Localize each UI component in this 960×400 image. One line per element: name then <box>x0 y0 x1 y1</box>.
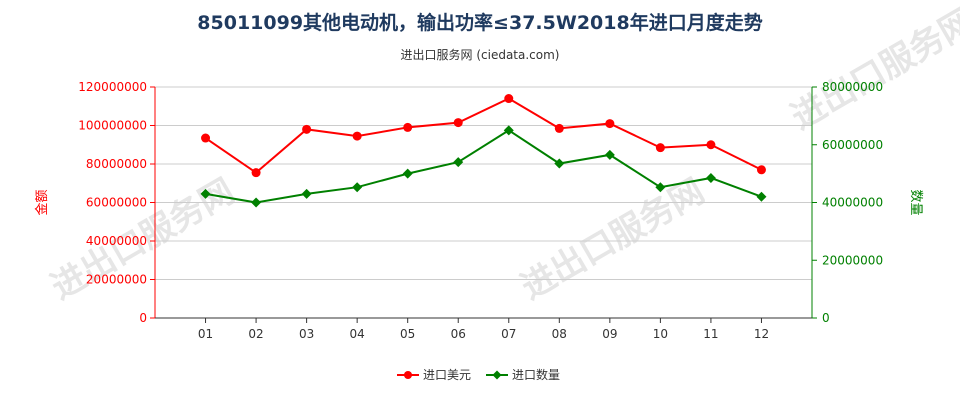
x-tick-label: 02 <box>248 327 263 341</box>
x-tick-label: 05 <box>400 327 415 341</box>
y-right-tick-label: 40000000 <box>822 196 883 210</box>
y-left-tick-label: 40000000 <box>86 234 147 248</box>
y-left-axis-label: 金额 <box>34 189 50 215</box>
legend-layer: 进口美元 进口数量 <box>397 367 560 382</box>
x-tick-label: 06 <box>451 327 466 341</box>
series-layer <box>200 94 767 208</box>
watermark-text: 进出口服务网 <box>515 171 712 308</box>
y-right-tick-label: 60000000 <box>822 138 883 152</box>
y-left-tick-label: 80000000 <box>86 157 147 171</box>
chart-title: 85011099其他电动机，输出功率≤37.5W2018年进口月度走势 <box>197 12 763 34</box>
legend-label-2: 进口数量 <box>512 367 560 382</box>
y-left-tick-label: 20000000 <box>86 273 147 287</box>
series-1-point <box>302 124 312 134</box>
x-tick-label: 03 <box>299 327 314 341</box>
series-1-point <box>706 140 716 150</box>
series-1-point <box>403 122 413 132</box>
series-1-point <box>756 165 766 175</box>
series-1-point <box>504 94 514 104</box>
series-2-point <box>402 168 413 179</box>
x-tick-label: 07 <box>501 327 516 341</box>
series-2-point <box>756 191 767 202</box>
series-1-point <box>655 143 665 153</box>
series-2-point <box>705 172 716 183</box>
chart-subtitle: 进出口服务网 (ciedata.com) <box>400 48 560 62</box>
x-tick-label: 01 <box>198 327 213 341</box>
legend-marker-2 <box>492 370 502 380</box>
x-tick-label: 08 <box>552 327 567 341</box>
series-1-point <box>605 119 615 129</box>
x-tick-label: 11 <box>703 327 718 341</box>
x-tick-label: 10 <box>653 327 668 341</box>
y-right-tick-label: 0 <box>822 311 830 325</box>
x-tick-label: 04 <box>350 327 365 341</box>
y-right-axis-label: 数量 <box>908 189 923 215</box>
watermark-text: 进出口服务网 <box>785 1 960 138</box>
y-left-tick-label: 100000000 <box>78 119 147 133</box>
series-2-point <box>604 149 615 160</box>
series-line-2 <box>205 129 762 204</box>
legend-label-1: 进口美元 <box>423 368 471 382</box>
series-line-1 <box>204 97 762 174</box>
series-1-point <box>201 133 211 143</box>
series-2-point <box>200 188 211 199</box>
y-left-tick-label: 0 <box>139 311 147 325</box>
series-2-point <box>251 197 262 208</box>
series-2-point <box>352 182 363 193</box>
y-left-tick-label: 60000000 <box>86 196 147 210</box>
series-1-point <box>554 123 564 133</box>
series-1-point <box>352 131 362 141</box>
legend-marker-1 <box>404 371 412 379</box>
series-1-point <box>251 168 261 178</box>
series-2-point <box>301 188 312 199</box>
series-2-point <box>655 182 666 193</box>
y-right-tick-label: 80000000 <box>822 80 883 94</box>
series-2-point <box>503 125 514 136</box>
x-tick-label: 12 <box>754 327 769 341</box>
series-2-point <box>453 157 464 168</box>
series-1-point <box>453 118 463 128</box>
y-left-tick-label: 120000000 <box>78 80 147 94</box>
series-2-point <box>554 158 565 169</box>
x-tick-label: 09 <box>602 327 617 341</box>
axis-layer: 0 20000000 40000000 60000000 80000000 1000000… <box>34 80 923 341</box>
y-right-tick-label: 20000000 <box>822 253 883 267</box>
